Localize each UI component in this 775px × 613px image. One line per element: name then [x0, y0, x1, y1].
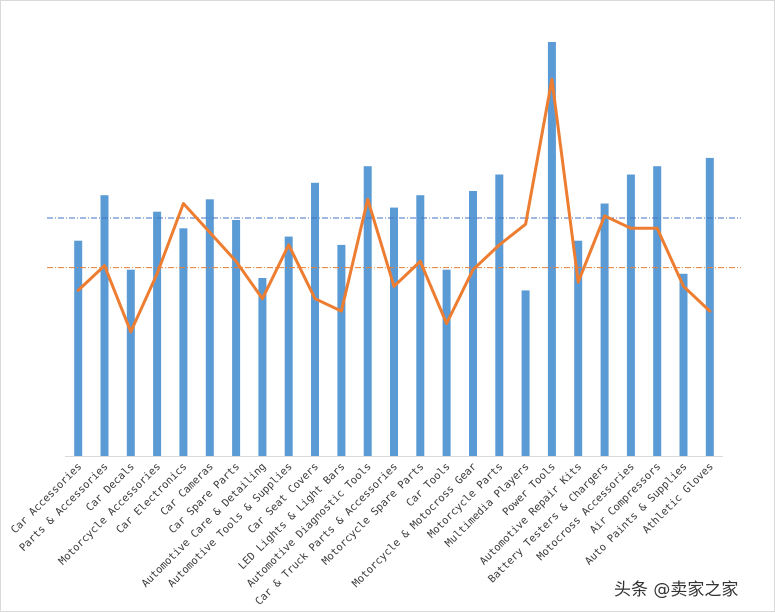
bar-series	[74, 42, 714, 457]
bar-17	[495, 174, 504, 456]
bar-25	[705, 157, 714, 456]
bar-21	[600, 203, 609, 456]
bar-11	[337, 244, 346, 456]
bar-20	[574, 240, 583, 456]
bar-3	[126, 269, 135, 456]
bar-12	[363, 166, 372, 456]
bar-5	[179, 228, 188, 456]
watermark-text: 头条 @卖家之家	[614, 580, 739, 600]
bar-18	[521, 290, 530, 456]
bar-2	[100, 195, 109, 456]
bar-23	[653, 166, 662, 456]
bar-16	[469, 191, 477, 456]
bar-22	[626, 174, 635, 456]
bar-15	[442, 269, 451, 456]
bar-7	[232, 220, 241, 456]
bar-10	[311, 182, 319, 457]
bar-1	[74, 240, 83, 456]
line-series	[76, 77, 712, 334]
bar-24	[679, 273, 688, 456]
bar-6	[205, 199, 214, 457]
bar-14	[416, 195, 425, 456]
bar-19	[547, 42, 556, 456]
bar-4	[153, 211, 162, 456]
bar-9	[284, 236, 293, 456]
bar-13	[390, 207, 398, 456]
bar-8	[258, 278, 267, 456]
